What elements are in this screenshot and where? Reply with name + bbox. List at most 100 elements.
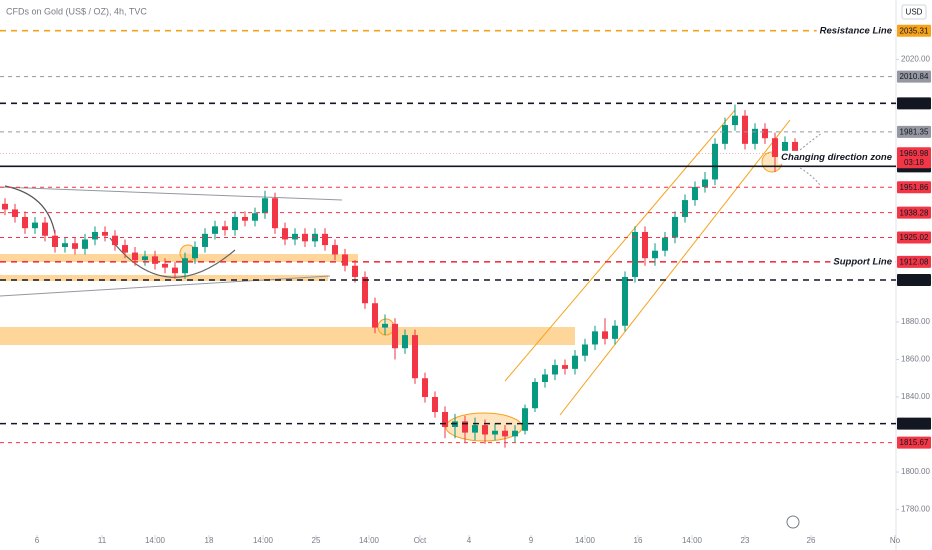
candle-body [342, 254, 348, 266]
level-label: 1912.08 [900, 257, 929, 266]
candle-body [732, 115, 738, 126]
candle-body [62, 243, 68, 247]
x-tick-label: 14:00 [145, 536, 166, 545]
level-label-box [897, 125, 931, 138]
candle-body [432, 396, 438, 412]
candle-body [82, 239, 88, 249]
y-tick-label: 1880.00 [901, 317, 930, 326]
candle-body [122, 245, 128, 253]
candle-body [462, 421, 468, 433]
level-label: 1951.86 [900, 183, 929, 192]
currency-box [901, 4, 927, 20]
candle-body [512, 430, 518, 437]
candle-body [612, 325, 618, 339]
candle-body [352, 265, 358, 277]
candle-body [552, 365, 558, 375]
y-tick-label: 1780.00 [901, 505, 930, 514]
level-annotation: Changing direction zone [781, 152, 893, 163]
zone [0, 275, 328, 281]
x-tick-label: 6 [35, 536, 40, 545]
candle-body [202, 233, 208, 247]
candle-body [162, 263, 168, 268]
current-price-label: 1969.98 [900, 149, 929, 158]
candle-body [532, 381, 538, 409]
candle-body [172, 267, 178, 274]
candle-body [132, 252, 138, 261]
candle-body [2, 203, 8, 210]
level-label-box [897, 255, 931, 268]
x-tick-label: 14:00 [682, 536, 703, 545]
annotation-bg [830, 255, 896, 269]
x-tick-label: 18 [205, 536, 214, 545]
candle-body [482, 425, 488, 435]
candle-body [102, 231, 108, 236]
candle-body [632, 231, 638, 277]
candle-body [652, 250, 658, 259]
channel-line [559, 119, 791, 416]
direction-arrows [799, 132, 823, 186]
level-label-box [897, 206, 931, 219]
candle-body [592, 331, 598, 345]
candle-body [402, 335, 408, 349]
candle-body [602, 331, 608, 339]
candle-body [382, 323, 388, 328]
candle-body [722, 125, 728, 144]
y-tick-label: 1800.00 [901, 467, 930, 476]
candle-body [502, 430, 508, 437]
candle-body [772, 138, 778, 157]
x-tick-label: 14:00 [359, 536, 380, 545]
candle-body [52, 235, 58, 247]
candle-body [562, 365, 568, 369]
candle-body [182, 258, 188, 274]
candle-body [792, 141, 798, 154]
candle-body [32, 222, 38, 229]
x-tick-label: No [890, 536, 901, 545]
candle-body [712, 143, 718, 180]
level-label-box [897, 436, 931, 449]
candle-body [692, 186, 698, 201]
candle-body [192, 246, 198, 259]
candle-body [622, 276, 628, 326]
candle-body [492, 430, 498, 435]
y-tick-label: 1860.00 [901, 355, 930, 364]
candle-body [752, 128, 758, 144]
candle-body [12, 209, 18, 217]
candle-body [542, 374, 548, 382]
candle-body [662, 237, 668, 251]
candle-body [422, 378, 428, 397]
level-label-box [897, 181, 931, 194]
level-label: 1902.38 [900, 276, 929, 285]
level-label: 1825.79 [900, 419, 929, 428]
candle-body [742, 115, 748, 144]
candle-body [242, 216, 248, 221]
level-label-box [897, 274, 931, 287]
candle-body [392, 323, 398, 349]
level-label: 1925.02 [900, 233, 929, 242]
candle-body [232, 216, 238, 231]
candle-body [282, 228, 288, 240]
trend-line [0, 186, 343, 201]
candle-body [642, 231, 648, 259]
candle-body [222, 226, 228, 231]
x-tick-label: 25 [312, 536, 321, 545]
current-price-box [897, 147, 931, 169]
level-label: 2010.84 [900, 72, 929, 81]
level-label-box [897, 70, 931, 83]
candle-body [472, 425, 478, 433]
countdown: 03:18 [904, 158, 925, 167]
annotation-bg [778, 150, 896, 164]
arc-arrow [4, 185, 56, 235]
plot [2, 104, 798, 448]
candle-body [782, 141, 788, 157]
candle-body [682, 200, 688, 217]
x-tick-label: 9 [529, 536, 534, 545]
annotation-bg [816, 24, 896, 38]
x-tick-label: 26 [807, 536, 816, 545]
x-tick-label: 11 [98, 536, 107, 545]
level-annotation: Support Line [833, 256, 892, 267]
x-tick-label: Oct [414, 536, 427, 545]
candle-body [322, 233, 328, 246]
level-label-box [897, 24, 931, 37]
